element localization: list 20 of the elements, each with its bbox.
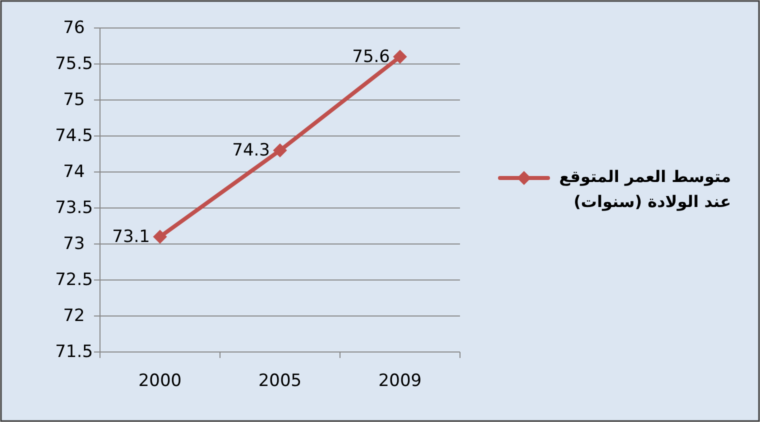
point <box>153 230 167 244</box>
x-tick-label: 2000 <box>138 371 182 391</box>
y-tick-label: 75.5 <box>55 54 93 74</box>
data-label: 74.3 <box>232 140 270 160</box>
data-label: 73.1 <box>112 226 150 247</box>
x-tick-label: 2009 <box>378 371 422 391</box>
y-tick-label: 73 <box>63 234 85 254</box>
y-tick-label: 72 <box>63 306 85 326</box>
legend-label: متوسط العمر المتوقع عند الولادة (سنوات) <box>558 166 731 213</box>
y-tick-label: 73.5 <box>55 198 93 218</box>
y-tick-label: 74.5 <box>55 126 93 146</box>
y-tick-label: 72.5 <box>55 270 93 290</box>
y-tick-label: 75 <box>63 90 85 110</box>
point <box>393 50 407 64</box>
point <box>273 143 287 158</box>
x-tick-label: 2005 <box>258 371 302 391</box>
data-label: 75.6 <box>352 46 390 67</box>
y-tick-label: 74 <box>63 162 85 182</box>
y-tick-label: 71.5 <box>55 342 93 362</box>
y-tick-label: 76 <box>63 18 85 38</box>
